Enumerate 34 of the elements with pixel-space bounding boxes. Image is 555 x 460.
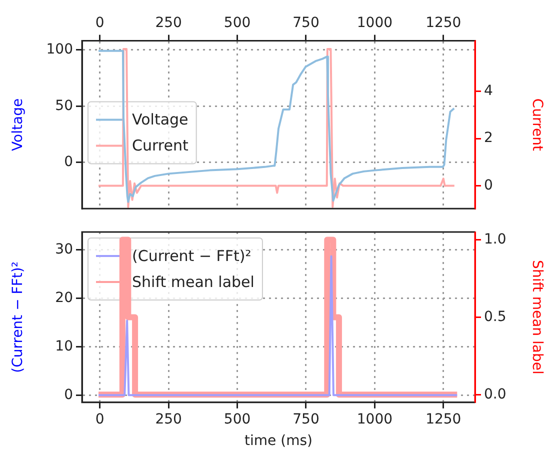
y2-tick-label: 1.0	[484, 231, 506, 248]
legend-label: Voltage	[132, 110, 188, 129]
y-tick-label: 30	[55, 242, 73, 258]
y-tick-label: 20	[55, 290, 73, 306]
x-tick-label: 750	[292, 15, 320, 32]
y-tick-label: 100	[46, 41, 73, 58]
y2-tick-label: 0	[484, 177, 493, 194]
x-tick-label: 500	[224, 15, 251, 32]
x-tick-label: 500	[224, 411, 251, 428]
y2-tick-label: 2	[484, 130, 493, 146]
x-axis-title: time (ms)	[244, 433, 312, 450]
y-axis-title: Voltage	[10, 98, 26, 151]
x-tick-label: 1000	[356, 15, 393, 32]
y-tick-label: 10	[55, 338, 73, 354]
y2-tick-label: 4	[484, 83, 493, 100]
x-tick-label: 750	[292, 411, 320, 428]
legend-label: Current	[132, 136, 188, 155]
x-tick-label: 0	[95, 15, 104, 32]
x-tick-label: 1250	[426, 411, 462, 428]
y-tick-label: 50	[55, 98, 73, 114]
legend-label: (Current − FFt)²	[132, 246, 252, 265]
y2-axis-title: Current	[528, 98, 545, 152]
x-tick-label: 1000	[356, 411, 393, 428]
y-tick-label: 0	[64, 386, 73, 403]
legend-label: Shift mean label	[132, 272, 254, 291]
x-tick-label: 1250	[426, 15, 462, 32]
y-axis-title: (Current − FFt)²	[10, 262, 26, 373]
y2-tick-label: 0.5	[484, 308, 506, 325]
x-tick-label: 250	[155, 15, 182, 32]
x-tick-label: 0	[95, 411, 104, 428]
y2-tick-label: 0.0	[484, 386, 506, 402]
y-tick-label: 0	[64, 154, 73, 170]
y2-axis-title: Shift mean label	[528, 260, 545, 374]
x-tick-label: 250	[155, 411, 182, 428]
